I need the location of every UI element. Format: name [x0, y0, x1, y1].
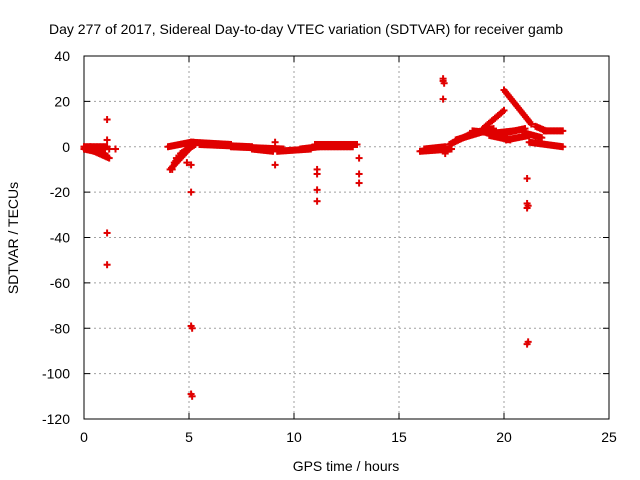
y-tick-label: -60 — [50, 275, 70, 291]
data-point — [355, 154, 363, 162]
data-point — [523, 175, 531, 183]
y-tick-label: -40 — [50, 230, 70, 246]
data-point — [105, 154, 113, 162]
data-point — [103, 261, 111, 269]
data-point — [559, 143, 567, 151]
y-tick-label: -80 — [50, 320, 70, 336]
data-point — [500, 106, 508, 114]
grid-lines — [84, 56, 609, 419]
data-point — [349, 143, 357, 151]
data-point — [93, 147, 101, 155]
data-point — [524, 338, 532, 346]
data-point — [313, 186, 321, 194]
y-tick-label: 20 — [54, 93, 70, 109]
data-point — [440, 79, 448, 87]
x-tick-label: 10 — [286, 429, 302, 445]
data-point — [103, 136, 111, 144]
data-point — [439, 95, 447, 103]
y-tick-label: 40 — [54, 48, 70, 64]
data-point — [355, 170, 363, 178]
x-tick-label: 5 — [185, 429, 193, 445]
data-point — [527, 120, 535, 128]
data-point — [187, 161, 195, 169]
data-point — [188, 324, 196, 332]
chart-title: Day 277 of 2017, Sidereal Day-to-day VTE… — [49, 21, 563, 37]
data-points — [80, 75, 567, 400]
data-point — [313, 170, 321, 178]
data-point — [183, 159, 191, 167]
data-point — [101, 150, 109, 158]
axis-ticks — [83, 55, 610, 420]
y-tick-label: -20 — [50, 184, 70, 200]
data-point — [172, 154, 180, 162]
y-tick-label: 0 — [62, 139, 70, 155]
x-tick-label: 15 — [391, 429, 407, 445]
data-point — [271, 161, 279, 169]
data-point — [103, 229, 111, 237]
data-point — [86, 143, 94, 151]
data-point — [187, 188, 195, 196]
y-axis-label: SDTVAR / TECUs — [5, 182, 21, 294]
data-point — [439, 75, 447, 83]
y-tick-label: -120 — [42, 411, 70, 427]
data-point — [353, 140, 361, 148]
data-point — [524, 202, 532, 210]
x-axis-label: GPS time / hours — [293, 458, 400, 474]
data-point — [441, 143, 449, 151]
y-tick-label: -100 — [42, 366, 70, 382]
x-tick-label: 25 — [601, 429, 617, 445]
data-point — [188, 392, 196, 400]
x-tick-label: 20 — [496, 429, 512, 445]
data-point — [355, 179, 363, 187]
data-point — [559, 127, 567, 135]
x-tick-label: 0 — [80, 429, 88, 445]
data-point — [271, 138, 279, 146]
tick-labels: 0 5 10 15 20 25 40 20 0 -20 -40 -60 -80 -100 -120 — [42, 48, 617, 445]
data-point — [105, 145, 113, 153]
data-point — [103, 116, 111, 124]
data-point — [168, 165, 176, 173]
data-point — [538, 134, 546, 142]
data-point — [441, 150, 449, 158]
data-point — [112, 145, 119, 153]
data-point — [313, 197, 321, 205]
